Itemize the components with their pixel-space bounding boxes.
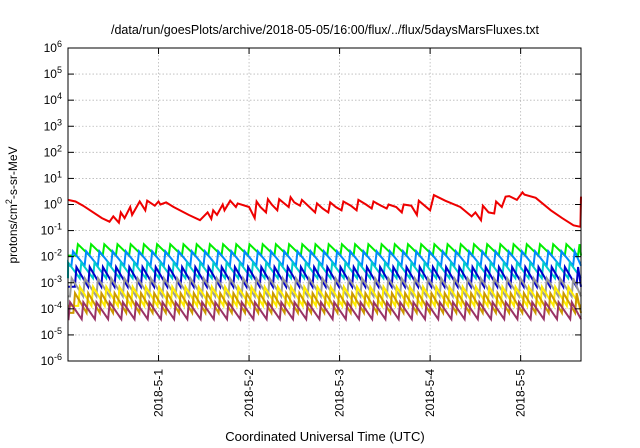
y-tick-label: 106 <box>44 39 62 55</box>
y-tick-label: 102 <box>44 143 62 159</box>
y-tick-label: 101 <box>44 169 62 185</box>
series-line <box>68 283 581 310</box>
series-layer <box>67 190 582 323</box>
series-line <box>68 247 582 269</box>
series-line <box>68 289 582 317</box>
y-tick-label: 10-4 <box>41 300 62 316</box>
series-line <box>67 298 582 323</box>
y-tick-label: 10-5 <box>41 326 62 342</box>
y-tick-label: 100 <box>44 196 62 212</box>
series-line <box>67 190 582 229</box>
x-tick-label: 2018-5-2 <box>242 369 256 417</box>
x-axis-label: Coordinated Universal Time (UTC) <box>225 429 424 444</box>
y-tick-label: 105 <box>44 65 62 81</box>
y-tick-label: 10-2 <box>41 248 62 264</box>
x-tick-label: 2018-5-3 <box>333 369 347 417</box>
chart-title: /data/run/goesPlots/archive/2018-05-05/1… <box>111 23 540 37</box>
y-tick-label: 10-3 <box>41 274 62 290</box>
y-tick-label: 103 <box>44 117 62 133</box>
x-tick-label: 2018-5-1 <box>152 369 166 417</box>
x-tick-label: 2018-5-4 <box>423 369 437 417</box>
axes: 10-6 10-5 10-4 10-3 10-2 10-1 100 101 102 103 104 1… <box>41 39 582 417</box>
series-line <box>67 259 582 281</box>
y-tick-label: 10-1 <box>41 222 62 238</box>
y-tick-label: 104 <box>44 91 62 107</box>
x-tick-label: 2018-5-5 <box>514 369 528 417</box>
series-line <box>68 242 582 258</box>
y-tick-label: 10-6 <box>41 352 62 368</box>
y-axis-label: protons/cm2-s-sr-MeV <box>4 146 20 263</box>
